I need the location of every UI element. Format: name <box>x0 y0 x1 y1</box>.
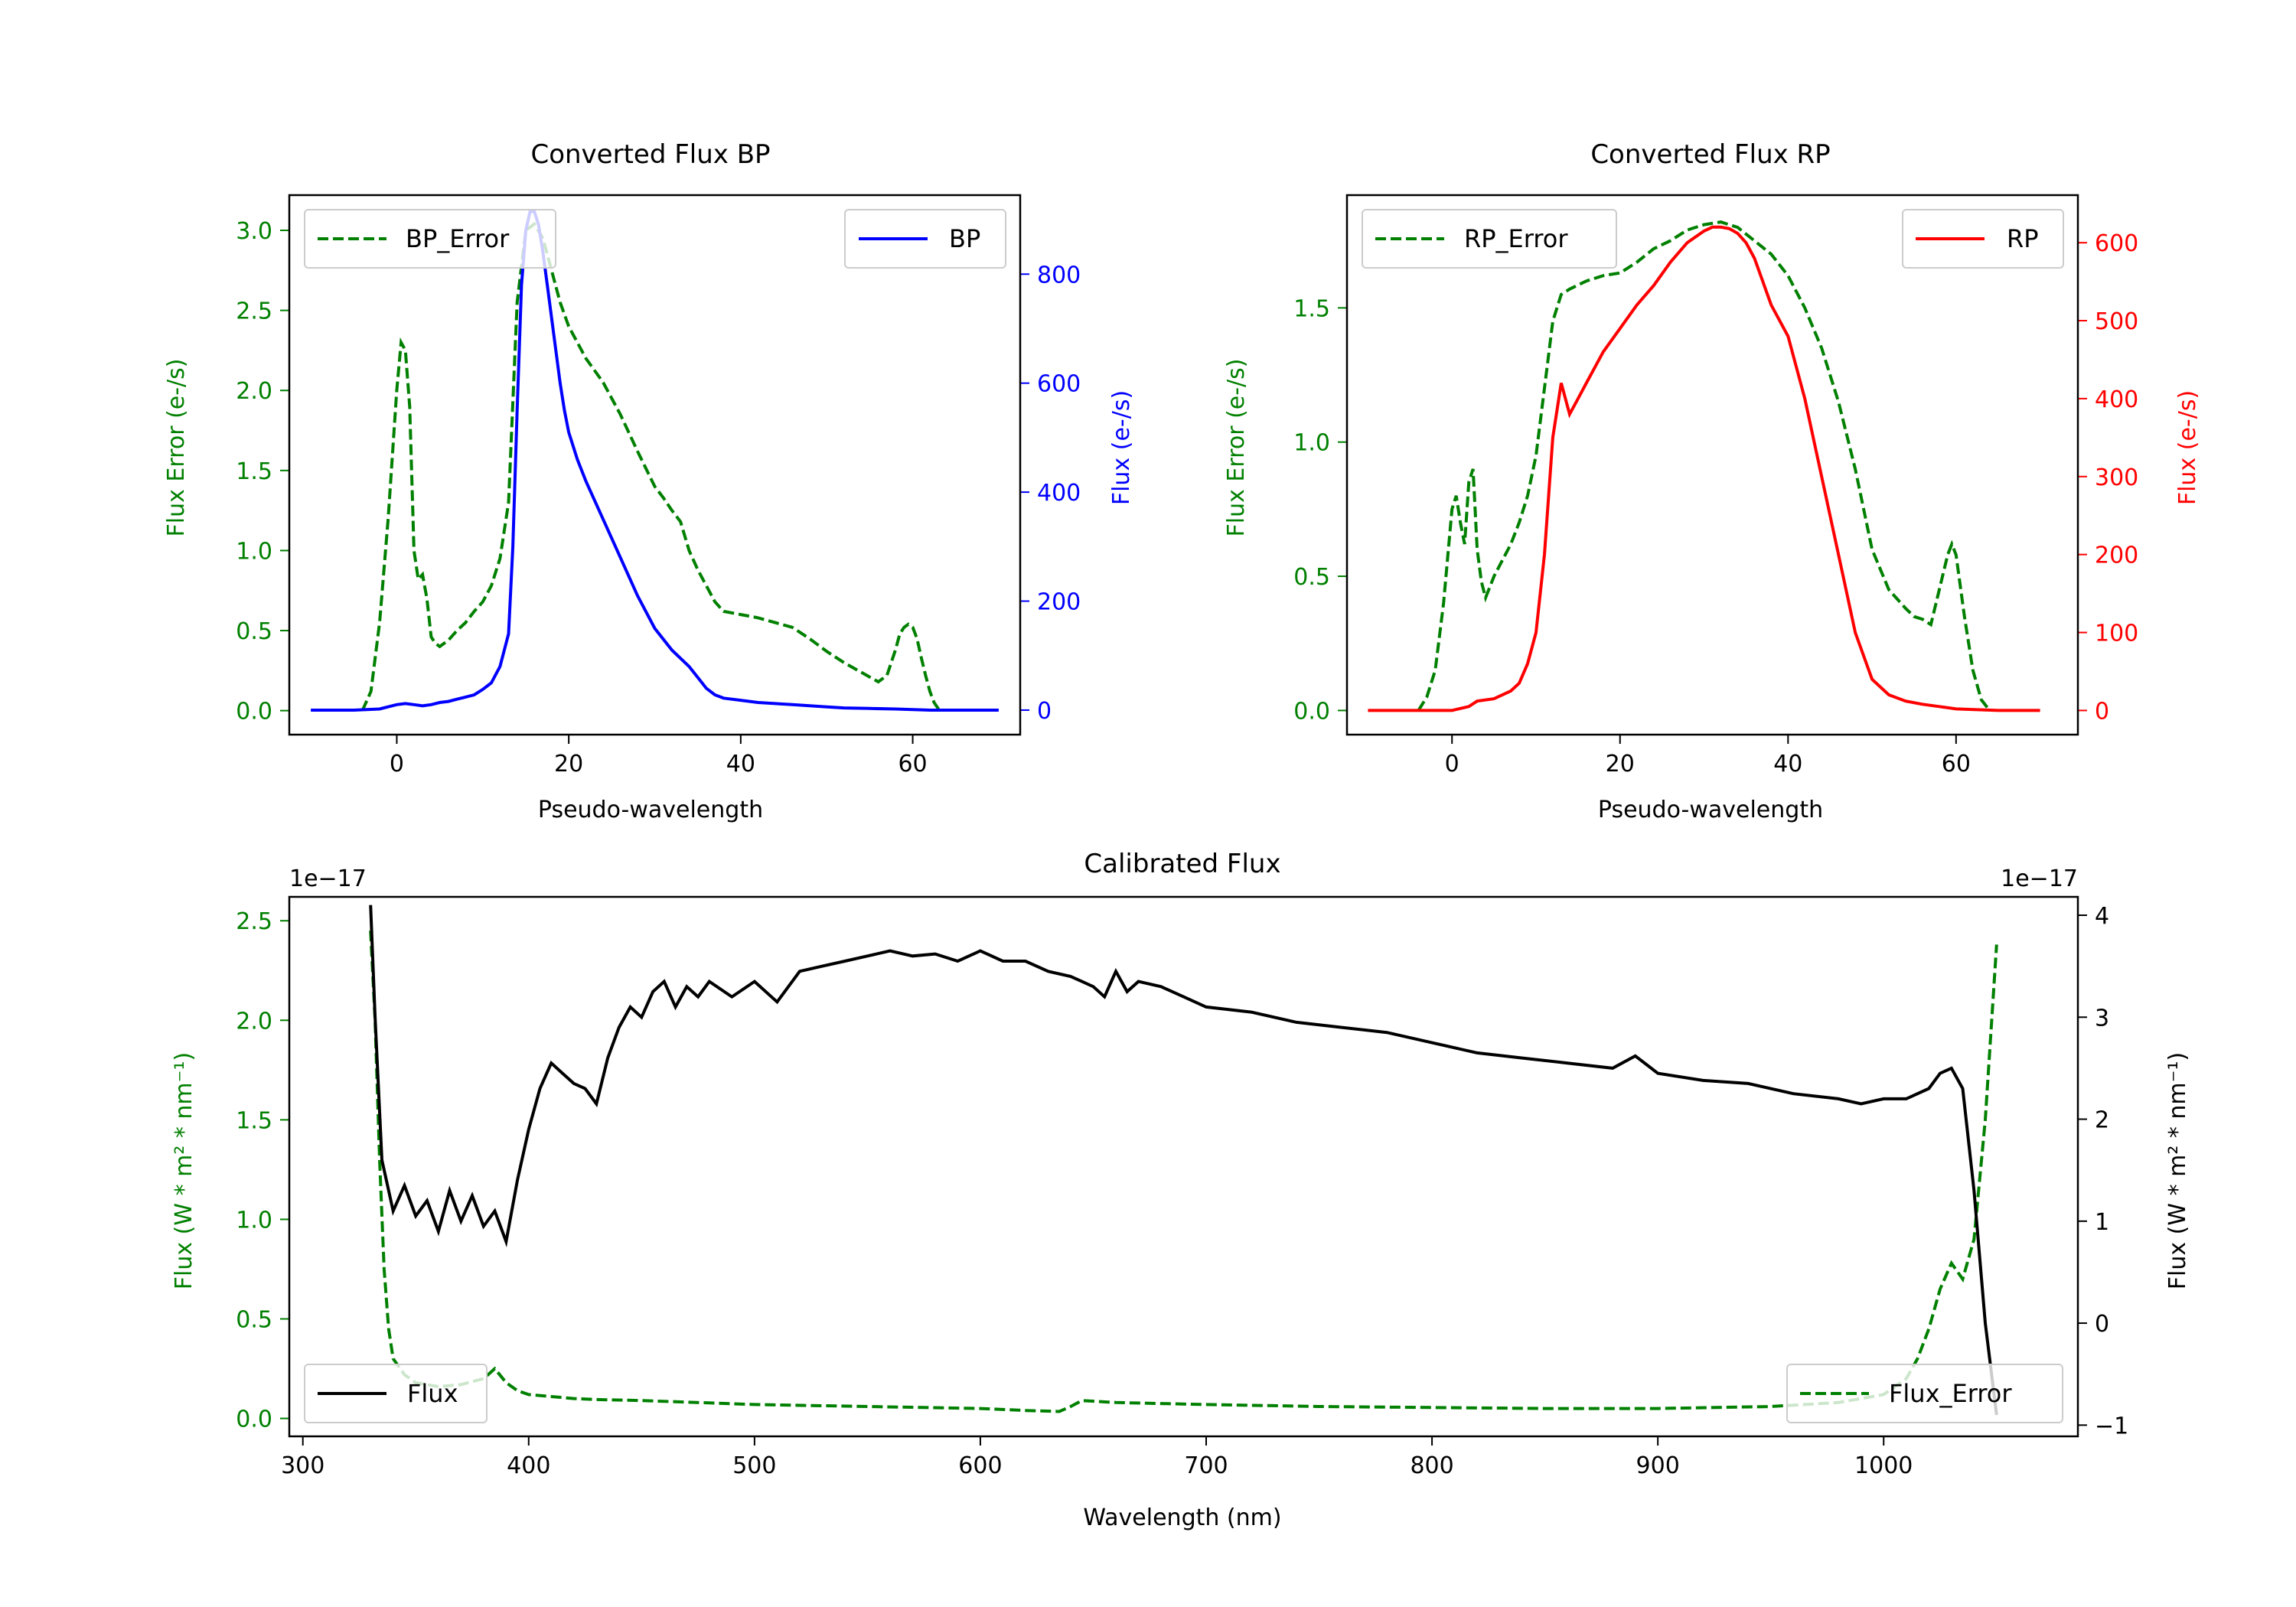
panel-rp: Converted Flux RP Pseudo-wavelength Flux… <box>1223 139 2201 823</box>
cal-flux-line <box>369 905 1998 1416</box>
cal-offset-right: 1e−17 <box>2001 865 2078 892</box>
bp-error-line <box>360 221 940 712</box>
bp-xtick-label: 40 <box>726 751 755 777</box>
bp-title: Converted Flux BP <box>530 139 770 170</box>
rp-ytick-left-label: 0.0 <box>1293 698 1330 725</box>
rp-xlabel: Pseudo-wavelength <box>1598 797 1823 823</box>
cal-ytick-left-label: 0.5 <box>236 1307 272 1334</box>
rp-xtick-label: 60 <box>1942 751 1971 777</box>
bp-xtick-label: 0 <box>390 751 404 777</box>
rp-ytick-right-label: 500 <box>2095 308 2138 335</box>
bp-legend-left-label: BP_Error <box>406 224 510 253</box>
cal-ylabel-left: Flux (W * m² * nm⁻¹) <box>171 1052 197 1289</box>
cal-legend-right-box <box>1786 1364 2063 1423</box>
bp-ytick-right-label: 200 <box>1037 589 1081 616</box>
cal-ytick-left-label: 1.0 <box>236 1207 272 1234</box>
cal-offset-left: 1e−17 <box>289 865 367 892</box>
cal-ylabel-right: Flux (W * m² * nm⁻¹) <box>2164 1052 2191 1289</box>
cal-xlabel: Wavelength (nm) <box>1083 1504 1281 1531</box>
panel-calibrated: Calibrated Flux Wavelength (nm) 1e−17 1e… <box>171 849 2191 1531</box>
rp-frame <box>1345 194 2079 736</box>
rp-ytick-right-label: 0 <box>2095 698 2109 725</box>
cal-ytick-right-label: 1 <box>2095 1209 2109 1236</box>
bp-ytick-left-label: 1.0 <box>236 538 272 565</box>
bp-ytick-left-label: 0.5 <box>236 618 272 645</box>
bp-ytick-left-label: 1.5 <box>236 458 272 485</box>
cal-xtick-label: 600 <box>958 1452 1002 1479</box>
bp-ytick-right-label: 0 <box>1037 698 1052 725</box>
rp-legend-left-label: RP_Error <box>1464 224 1568 253</box>
bp-ytick-right-label: 400 <box>1037 480 1081 507</box>
rp-ytick-right-label: 400 <box>2095 386 2138 413</box>
bp-xtick-label: 60 <box>898 751 927 777</box>
cal-title: Calibrated Flux <box>1084 849 1280 879</box>
rp-xtick-label: 0 <box>1445 751 1459 777</box>
rp-ytick-left-label: 0.5 <box>1293 564 1330 591</box>
cal-ytick-right-label: 2 <box>2095 1107 2109 1134</box>
rp-ytick-right-label: 600 <box>2095 230 2138 257</box>
bp-legend-left-box <box>304 209 556 269</box>
cal-xtick-label: 700 <box>1184 1452 1228 1479</box>
cal-xtick-label: 1000 <box>1854 1452 1913 1479</box>
bp-xlabel: Pseudo-wavelength <box>538 797 763 823</box>
cal-ytick-right-label: 0 <box>2095 1311 2109 1338</box>
bp-ytick-left-label: 3.0 <box>236 218 272 245</box>
bp-ylabel-left: Flux Error (e-/s) <box>163 359 190 537</box>
cal-ytick-right-label: −1 <box>2095 1413 2128 1439</box>
bp-frame <box>288 194 1022 736</box>
cal-xtick-label: 300 <box>281 1452 325 1479</box>
cal-ticks: 300 400 500 600 700 800 900 1000 0.0 0.5 1.0 1.5 2.0… <box>236 903 2128 1479</box>
rp-ytick-right-label: 300 <box>2095 464 2138 491</box>
bp-legend-right: BP <box>844 209 1006 269</box>
cal-xtick-label: 500 <box>732 1452 776 1479</box>
cal-ytick-left-label: 2.0 <box>236 1008 272 1035</box>
rp-flux-line <box>1368 225 2040 712</box>
bp-ylabel-right: Flux (e-/s) <box>1108 390 1135 505</box>
bp-ytick-left-label: 2.5 <box>236 298 272 325</box>
panel-bp: Converted Flux BP Pseudo-wavelength Flux… <box>163 139 1135 823</box>
rp-legend-right-label: RP <box>2007 224 2039 253</box>
cal-ytick-right-label: 3 <box>2095 1005 2109 1032</box>
cal-xtick-label: 800 <box>1410 1452 1453 1479</box>
rp-ticks: 0 20 40 60 0.0 0.5 1.0 1.5 0 100 200 300 400 500 600 <box>1293 230 2138 777</box>
cal-ytick-left-label: 2.5 <box>236 908 272 935</box>
rp-xtick-label: 40 <box>1773 751 1802 777</box>
cal-legend-left-box <box>304 1364 488 1423</box>
rp-ylabel-left: Flux Error (e-/s) <box>1223 359 1250 537</box>
rp-xtick-label: 20 <box>1606 751 1635 777</box>
bp-ytick-right-label: 800 <box>1037 262 1081 288</box>
rp-ytick-left-label: 1.5 <box>1293 295 1330 322</box>
cal-xtick-label: 400 <box>507 1452 550 1479</box>
rp-ytick-right-label: 100 <box>2095 621 2138 647</box>
cal-frame <box>288 895 2079 1438</box>
bp-ytick-left-label: 0.0 <box>236 699 272 725</box>
rp-legend-left-box <box>1362 209 1617 269</box>
cal-ytick-left-label: 0.0 <box>236 1407 272 1433</box>
rp-ytick-left-label: 1.0 <box>1293 430 1330 457</box>
cal-ytick-right-label: 4 <box>2095 903 2109 930</box>
rp-ylabel-right: Flux (e-/s) <box>2174 390 2201 505</box>
bp-legend-left: BP_Error <box>304 209 556 269</box>
cal-legend-right: Flux_Error <box>1786 1364 2063 1423</box>
rp-ytick-right-label: 200 <box>2095 543 2138 569</box>
cal-ytick-left-label: 1.5 <box>236 1107 272 1134</box>
cal-legend-left: Flux <box>304 1364 488 1423</box>
cal-xtick-label: 900 <box>1636 1452 1680 1479</box>
cal-legend-left-label: Flux <box>407 1379 458 1408</box>
bp-flux-line <box>311 210 999 712</box>
rp-legend-right: RP <box>1902 209 2064 269</box>
rp-error-line <box>1417 220 1991 712</box>
bp-ytick-left-label: 2.0 <box>236 378 272 405</box>
bp-ticks: 0 20 40 60 0.0 0.5 1.0 1.5 2.0 2.5 3.0 0 200 400 600 80… <box>236 218 1081 777</box>
rp-title: Converted Flux RP <box>1590 139 1830 170</box>
bp-xtick-label: 20 <box>554 751 583 777</box>
rp-legend-left: RP_Error <box>1362 209 1617 269</box>
cal-legend-right-label: Flux_Error <box>1889 1379 2012 1408</box>
bp-ytick-right-label: 600 <box>1037 371 1081 398</box>
bp-legend-right-label: BP <box>949 224 980 253</box>
